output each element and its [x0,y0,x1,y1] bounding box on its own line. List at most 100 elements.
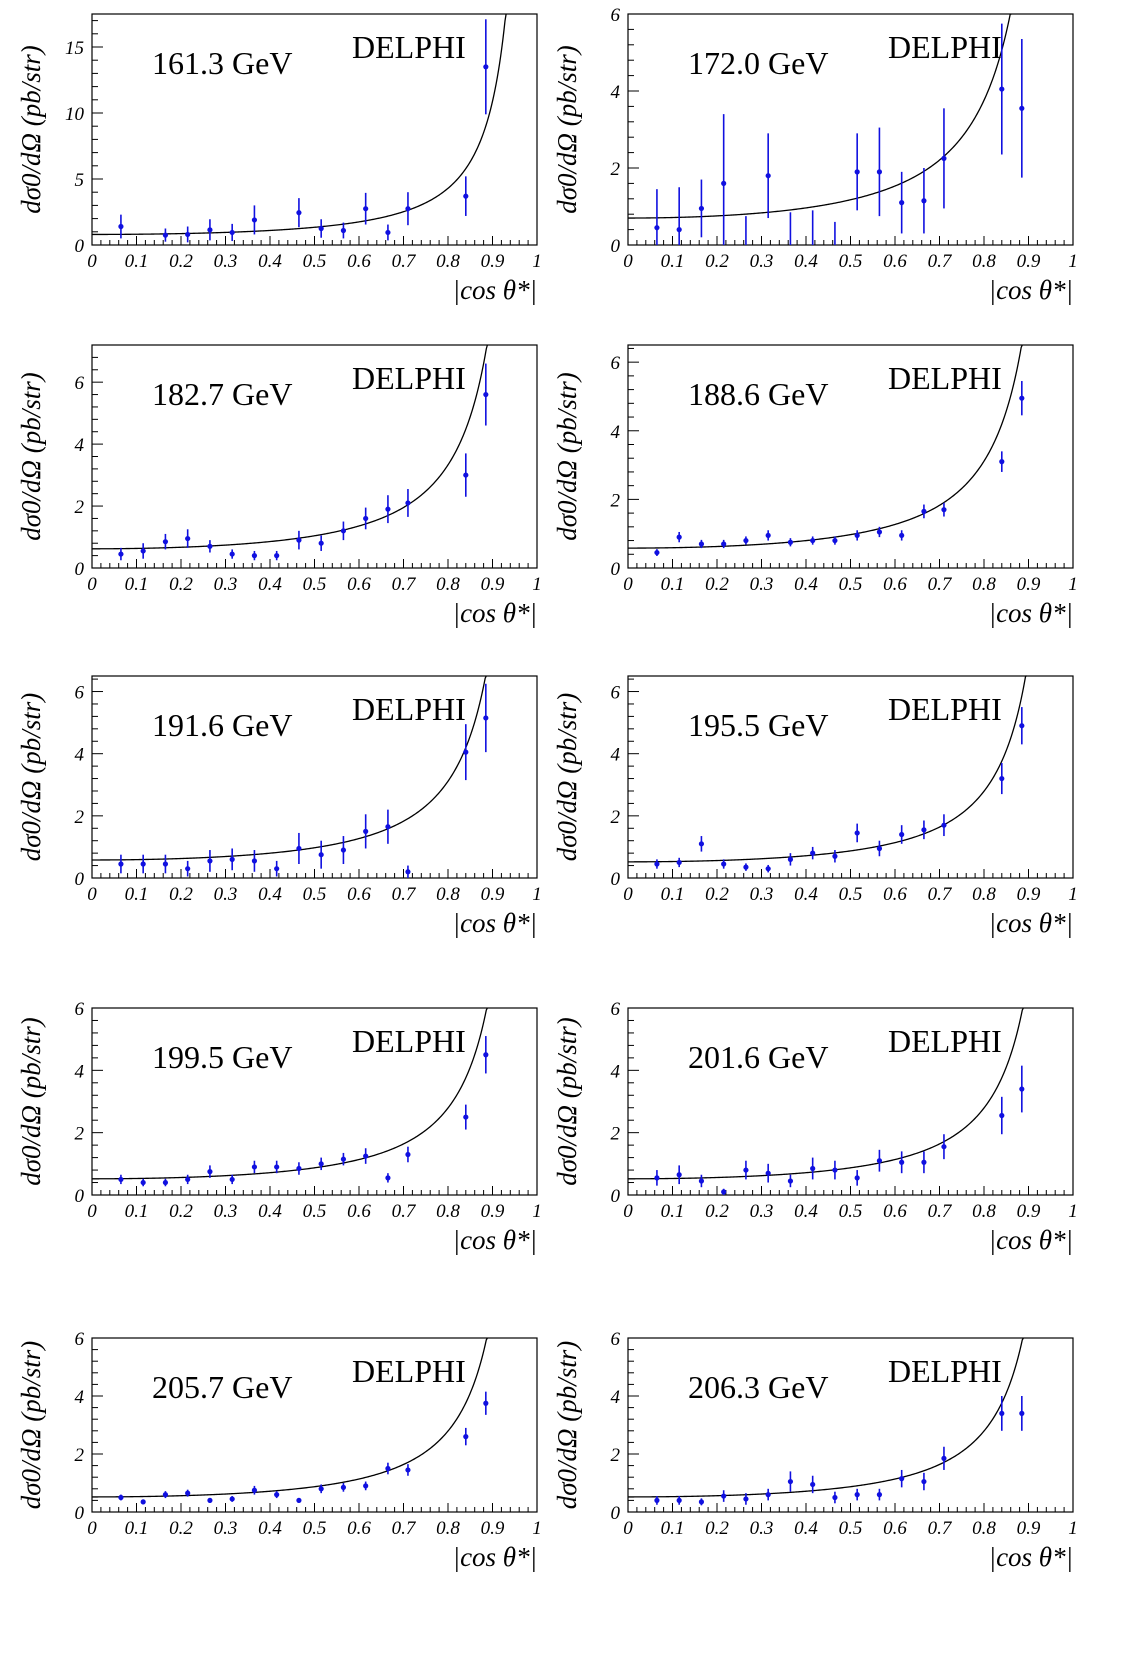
data-point [810,1165,816,1172]
data-point [876,169,883,175]
x-tick-label: 0.3 [214,574,238,595]
data-point [765,866,771,872]
data-point [251,1487,258,1493]
data-point [810,1481,816,1488]
data-point [743,1496,749,1502]
chart-panel-6: 0 0.1 0.2 0.3 0.4 0.5 0.6 0.7 0.8 0.9 1 0 2 4 6 dσ0/dΩ … [552,675,1078,938]
x-tick-label: 0.7 [392,884,417,905]
x-tick-label: 1 [532,1518,542,1539]
x-tick-label: 0.9 [1017,251,1041,272]
plot-frame [91,1007,538,1196]
x-tick-label: 0 [87,1518,97,1539]
data-point [340,528,347,534]
x-tick-label: 0.2 [169,574,193,595]
y-tick-label: 4 [611,422,621,443]
y-tick-label: 0 [611,559,621,580]
x-tick-label: 0.7 [392,1518,417,1539]
x-tick-label: 0.4 [794,1518,818,1539]
x-tick-label: 0.7 [928,884,953,905]
data-point [274,553,280,559]
data-point [463,1114,469,1120]
y-tick-label: 2 [611,159,621,180]
data-point [207,858,213,864]
experiment-label: DELPHI [352,29,466,65]
x-tick-label: 0.1 [661,884,685,905]
fit-curve [92,675,487,861]
x-tick-label: 0.1 [661,1201,685,1222]
y-tick-label: 0 [75,869,85,890]
x-tick-label: 0.5 [303,1518,327,1539]
data-point [941,155,947,161]
x-tick-label: 1 [532,1201,542,1222]
x-tick-label: 0.5 [303,251,327,272]
data-point [721,1493,727,1499]
plot-frame [627,1337,1074,1513]
data-point [251,1164,258,1170]
x-tick-label: 0.3 [214,1518,238,1539]
y-tick-label: 0 [611,236,621,257]
data-point [1019,1086,1025,1092]
data-point [654,861,660,867]
y-tick-label: 2 [75,1445,85,1466]
x-tick-label: 0.7 [392,574,417,595]
data-point [854,1492,860,1498]
y-tick-label: 0 [611,1503,621,1524]
data-point [118,1494,124,1501]
y-tick-label: 6 [611,1329,621,1350]
x-tick-label: 0.1 [125,251,149,272]
x-tick-label: 0.6 [347,574,371,595]
data-point [765,532,771,539]
y-tick-label: 2 [75,807,85,828]
fit-curve [92,344,489,550]
data-point [765,1492,771,1498]
y-tick-label: 0 [75,1186,85,1207]
data-point [876,1158,883,1164]
y-axis-label: dσ0/dΩ (pb/str) [552,1341,582,1510]
data-point [296,1165,302,1172]
x-tick-label: 0.3 [750,1201,774,1222]
energy-label: 191.6 GeV [152,707,292,743]
y-tick-label: 0 [75,1503,85,1524]
x-tick-label: 0.3 [750,574,774,595]
x-tick-label: 0.9 [1017,574,1041,595]
data-point [483,715,489,721]
x-tick-label: 0.7 [928,574,953,595]
x-tick-label: 0.8 [436,574,460,595]
data-point [140,1499,146,1505]
y-tick-label: 4 [75,435,85,456]
chart-panel-3: 0 0.1 0.2 0.3 0.4 0.5 0.6 0.7 0.8 0.9 1 0 2 4 6 dσ0/dΩ … [16,344,542,628]
data-point [483,391,489,398]
data-point [405,1467,411,1473]
y-axis-label: dσ0/dΩ (pb/str) [552,693,582,862]
data-point [787,856,794,862]
x-tick-label: 1 [1068,884,1078,905]
data-point [721,541,727,547]
data-point [207,227,213,233]
data-point [363,1483,369,1489]
y-tick-label: 15 [65,38,84,59]
chart-panel-5: 0 0.1 0.2 0.3 0.4 0.5 0.6 0.7 0.8 0.9 1 0 2 4 6 dσ0/dΩ … [16,675,542,938]
x-tick-label: 1 [1068,574,1078,595]
fit-curve [628,1007,1024,1180]
data-point [698,205,705,212]
data-point [787,1178,794,1184]
x-tick-label: 0.7 [928,251,953,272]
x-axis-label: |cos θ*| [453,598,537,628]
x-tick-label: 0.5 [839,574,863,595]
data-point [274,866,280,872]
x-tick-label: 0.2 [705,251,729,272]
y-tick-label: 0 [611,1186,621,1207]
fit-curve [628,344,1023,549]
data-point [185,231,191,238]
x-tick-label: 0.8 [972,574,996,595]
data-point [743,864,749,870]
energy-label: 161.3 GeV [152,45,292,81]
x-tick-label: 0.8 [436,251,460,272]
data-point [676,859,682,866]
data-point [899,831,905,838]
y-axis-label: dσ0/dΩ (pb/str) [16,1017,46,1186]
x-tick-label: 0.2 [705,884,729,905]
data-point [463,1434,469,1440]
plot-frame [91,1337,538,1513]
data-point [899,532,905,539]
